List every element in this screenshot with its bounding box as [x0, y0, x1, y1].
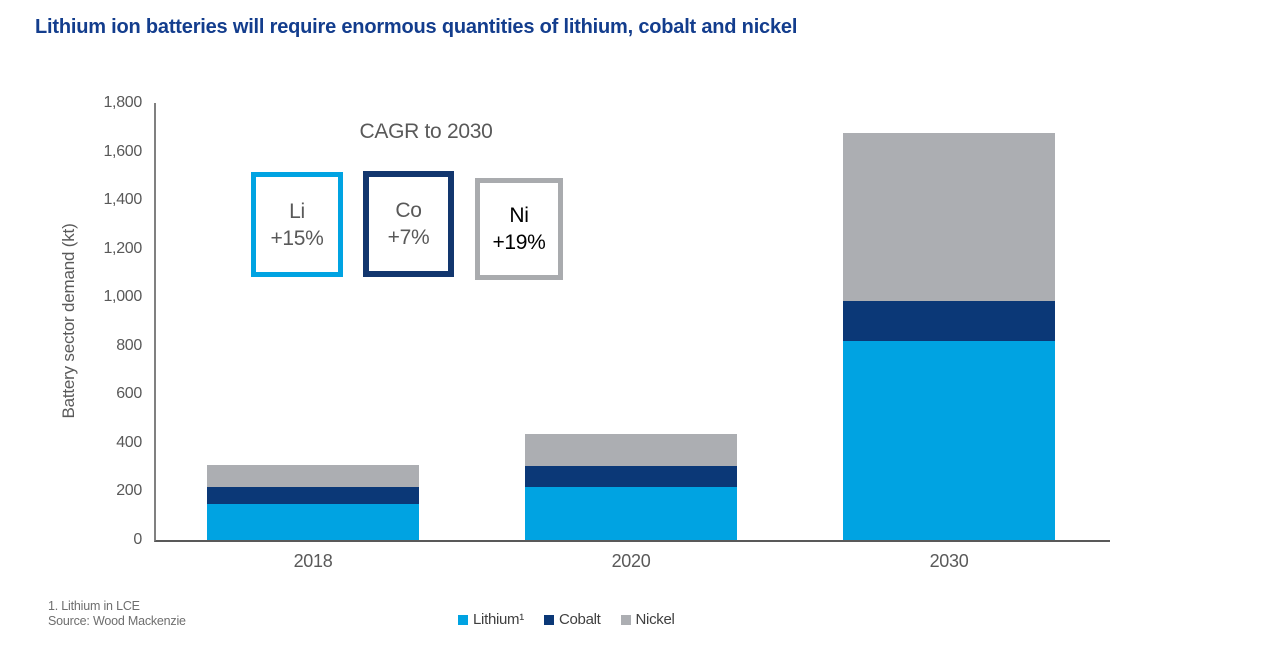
bar-segment-cobalt-2018 [207, 486, 419, 504]
cagr-box-li: Li +15% [251, 172, 343, 277]
y-tick-label: 600 [116, 385, 142, 403]
bar-segment-nickel-2018 [207, 464, 419, 487]
y-axis-title: Battery sector demand (kt) [59, 223, 78, 419]
y-tick-label: 1,000 [103, 288, 142, 306]
legend-item-nickel: Nickel [620, 611, 675, 628]
x-tick-label-2020: 2020 [611, 551, 651, 571]
cagr-box-co: Co +7% [363, 171, 454, 277]
x-tick-label-2018: 2018 [293, 551, 333, 571]
legend-swatch-icon [458, 614, 468, 625]
stacked-bar-2020 [525, 434, 737, 540]
footnote-line-1: 1. Lithium in LCE [48, 599, 140, 613]
y-tick-label: 400 [116, 433, 142, 451]
cagr-symbol: Ni [509, 204, 529, 227]
cagr-box-ni: Ni +19% [475, 178, 563, 280]
footnote-line-2: Source: Wood Mackenzie [48, 614, 186, 628]
x-tick-label-2030: 2030 [929, 551, 969, 571]
y-tick-label: 1,600 [103, 142, 142, 160]
cagr-value: +19% [492, 231, 546, 254]
bar-segment-lithium-2018 [207, 503, 419, 540]
legend-label: Cobalt [558, 611, 601, 628]
y-tick-label: 1,800 [103, 94, 142, 111]
bar-segment-cobalt-2020 [525, 465, 737, 487]
bar-segment-lithium-2030 [843, 340, 1055, 540]
legend-swatch-icon [620, 614, 631, 625]
cagr-symbol: Co [395, 199, 422, 222]
bar-segment-cobalt-2030 [843, 300, 1055, 341]
y-tick-label: 800 [116, 336, 142, 354]
cagr-heading: CAGR to 2030 [359, 120, 493, 143]
cagr-value: +7% [387, 226, 430, 249]
cagr-symbol: Li [289, 199, 305, 223]
y-tick-label: 1,200 [103, 239, 142, 257]
bar-segment-nickel-2020 [525, 434, 737, 466]
bar-segment-lithium-2020 [525, 486, 737, 540]
y-tick-label: 200 [116, 482, 142, 500]
bar-segment-nickel-2030 [843, 133, 1055, 301]
plot-area [154, 103, 1110, 542]
cagr-value: +15% [270, 226, 324, 250]
chart-title: Lithium ion batteries will require enorm… [35, 16, 798, 38]
legend-label: Lithium¹ [473, 611, 524, 628]
legend-swatch-icon [543, 614, 554, 625]
stacked-bar-2018 [207, 464, 419, 540]
legend-label: Nickel [635, 611, 675, 628]
y-tick-label: 0 [133, 531, 142, 548]
y-tick-label: 1,400 [103, 191, 142, 209]
chart-legend: Lithium¹ Cobalt Nickel [458, 611, 675, 628]
legend-item-lithium: Lithium¹ [458, 611, 524, 628]
legend-item-cobalt: Cobalt [543, 611, 601, 628]
footnotes: 1. Lithium in LCE Source: Wood Mackenzie [48, 599, 186, 629]
stacked-bar-2030 [843, 133, 1055, 540]
